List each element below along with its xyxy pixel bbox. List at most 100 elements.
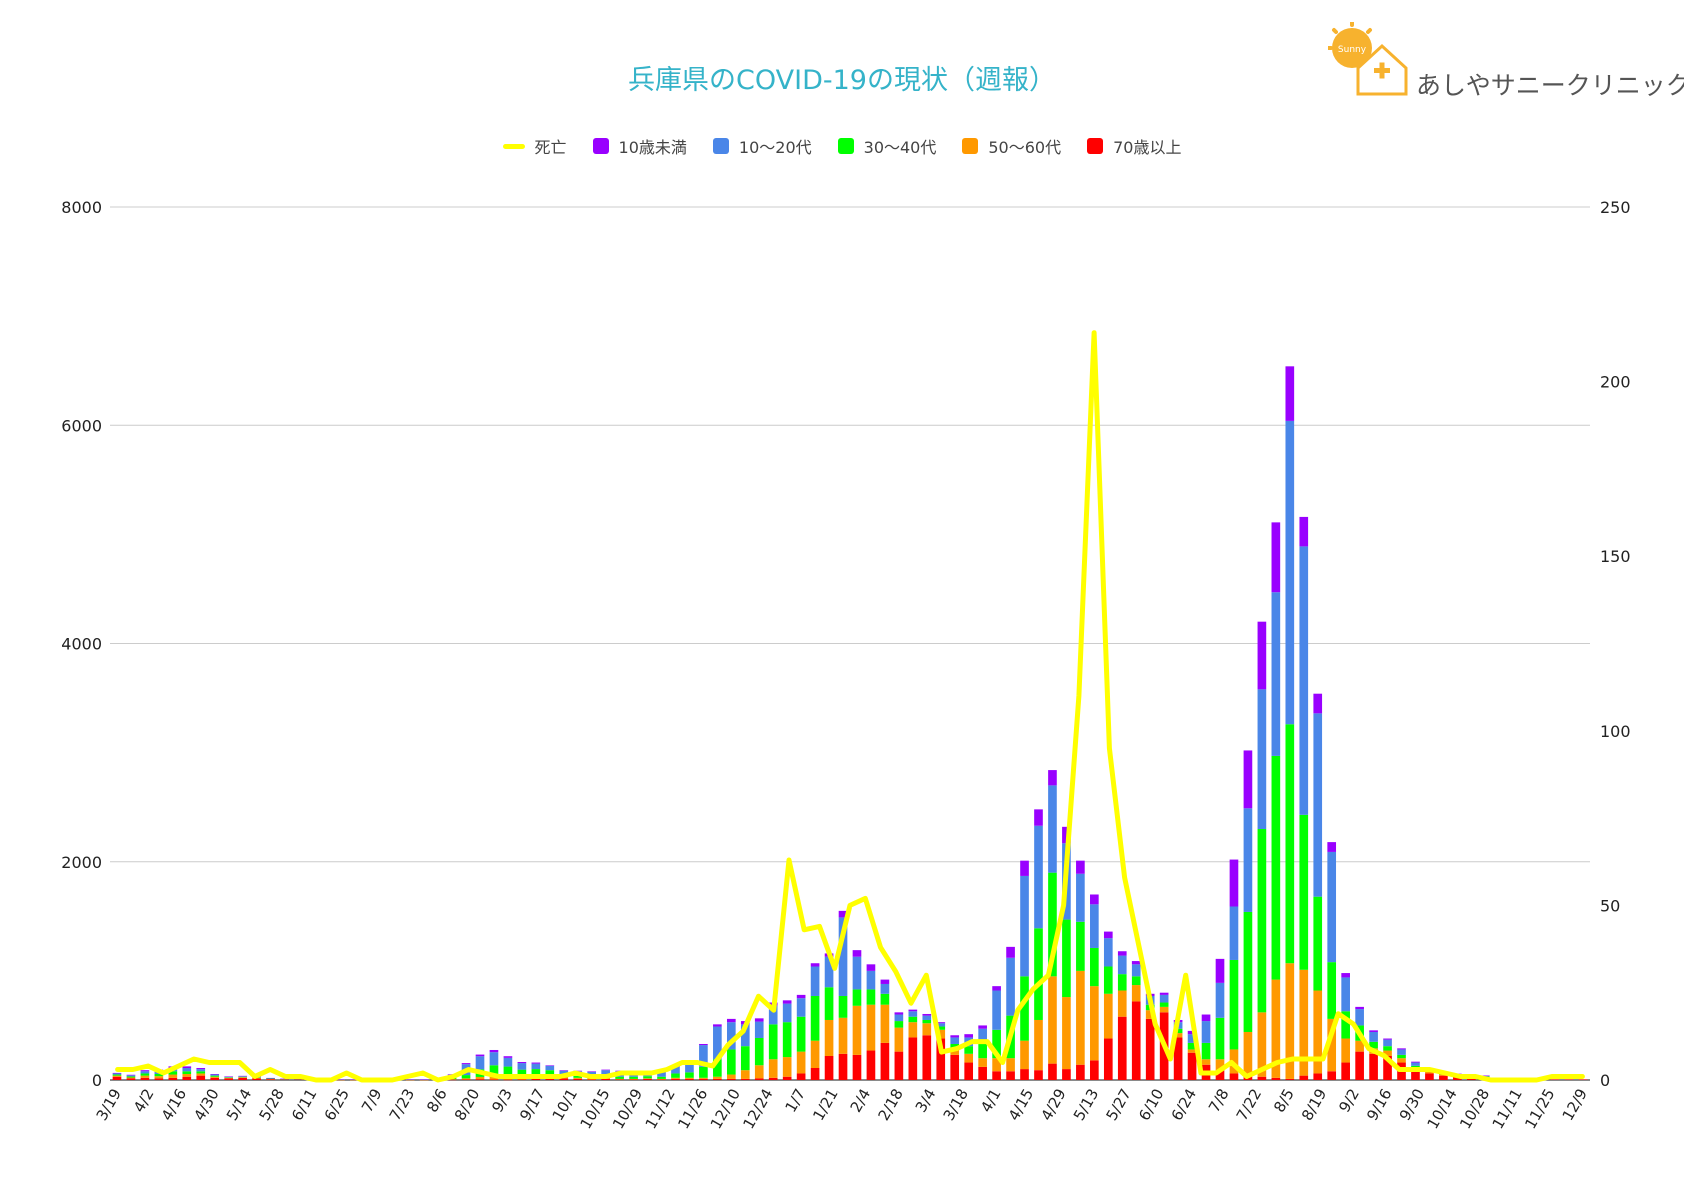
bar-segment [880,983,890,994]
bar-segment [461,1063,471,1065]
bar-segment [559,1070,569,1076]
bar-segment [531,1078,541,1080]
bar-segment [517,1063,527,1070]
bar-segment [210,1074,220,1076]
bar-segment [1327,962,1337,1019]
bar-segment [1034,928,1043,1020]
bar-segment [992,1029,1001,1059]
x-tick-label: 8/19 [1298,1086,1330,1124]
bar-segment [1173,1033,1183,1038]
bar-segment [643,1078,652,1079]
right-y-axis: 0 50 100 150 200 250 [1600,198,1631,1090]
bar-segment [266,1078,275,1080]
clinic-logo: Sunny あしやサニークリニック [1326,20,1684,102]
bar-segment [140,1075,150,1078]
bar-segment [1243,808,1253,912]
bar-segment [964,1053,974,1063]
bar-segment [1131,976,1141,986]
bar-segment [1299,814,1309,970]
legend-swatch [502,143,525,149]
bar-segment [545,1065,555,1071]
bar-segment [1062,919,1071,998]
bar-segment [1020,860,1029,876]
bar-segment [1285,366,1295,421]
bar-segment [908,1009,918,1012]
bar-segment [1229,1049,1239,1074]
bar-segment [238,1077,247,1080]
bar-segment [685,1061,694,1073]
bar-segment [210,1073,220,1075]
bar-segment [1397,1054,1406,1059]
bar-segment [405,1079,415,1080]
bar-segment [685,1078,694,1080]
bar-segment [950,1037,960,1044]
bar-segment [196,1067,206,1070]
bar-segment [1285,724,1295,964]
bar-segment [1187,1034,1197,1043]
bar-segment [1313,713,1323,897]
bar-segment [1313,693,1323,714]
bar-segment [112,1073,122,1075]
bar-segment [154,1078,164,1080]
bar-segment [824,956,834,988]
bar-segment [894,1014,904,1022]
bar-segment [1578,1079,1588,1080]
bar-segment [1103,1038,1113,1080]
bar-segment [1439,1075,1448,1080]
bar-segment [726,1049,736,1075]
bar-segment [224,1077,234,1079]
bar-segment [601,1069,610,1071]
bar-segment [880,1042,890,1080]
bar-segment [503,1066,513,1076]
bar-segment [1131,985,1141,1002]
bar-segment [992,1058,1001,1072]
y-right-tick-label: 150 [1600,547,1631,566]
bar-segment [489,1079,499,1080]
chart-legend: 死亡 10歳未満 10～20代 30～40代 50～60代 70歳以上 [0,134,1684,158]
bar-segment [182,1076,192,1080]
bar-segment [1397,1048,1406,1050]
bar-segment [1257,689,1267,830]
bar-segment [1341,1062,1350,1080]
bar-segment [726,1078,736,1080]
bar-segment [1187,1049,1197,1053]
bar-segment [796,1016,806,1052]
y-left-tick-label: 0 [92,1071,102,1090]
bar-segment [1299,546,1309,815]
x-tick-label: 2/18 [874,1086,906,1124]
bar-segment [1076,873,1085,922]
bar-segment [112,1076,122,1080]
bar-segment [1369,1053,1378,1080]
bar-segment [168,1077,178,1080]
bar-segment [908,1022,918,1038]
bar-segment [1201,1059,1211,1065]
bar-segment [880,1004,890,1043]
bar-segment [210,1076,220,1078]
bar-segment [838,995,848,1018]
bar-segment [754,1037,764,1066]
bar-segment [587,1071,597,1072]
bar-segment [615,1076,624,1079]
left-y-axis: 0 2000 4000 6000 8000 [61,198,102,1090]
bar-segment [1090,1060,1099,1080]
bar-segment [1187,1030,1197,1035]
x-tick-label: 11/25 [1521,1086,1558,1132]
bar-segment [238,1075,247,1077]
bar-segment [1173,1037,1183,1080]
bar-segment [140,1077,150,1080]
x-tick-label: 6/24 [1168,1086,1200,1124]
bar-segment [447,1079,457,1080]
bar-segment [280,1078,289,1080]
x-tick-label: 10/14 [1423,1086,1460,1132]
bar-segment [1215,1059,1225,1071]
bar-segment [713,1078,722,1080]
bar-segment [461,1075,471,1079]
bar-segment [978,1066,987,1080]
bar-segment [1480,1075,1490,1077]
bar-segment [782,1003,792,1023]
bar-segment [657,1079,666,1080]
bar-segment [852,1054,862,1080]
bar-segment [1076,970,1085,1065]
x-tick-label: 9/2 [1335,1086,1363,1116]
bar-segment [1369,1030,1378,1032]
